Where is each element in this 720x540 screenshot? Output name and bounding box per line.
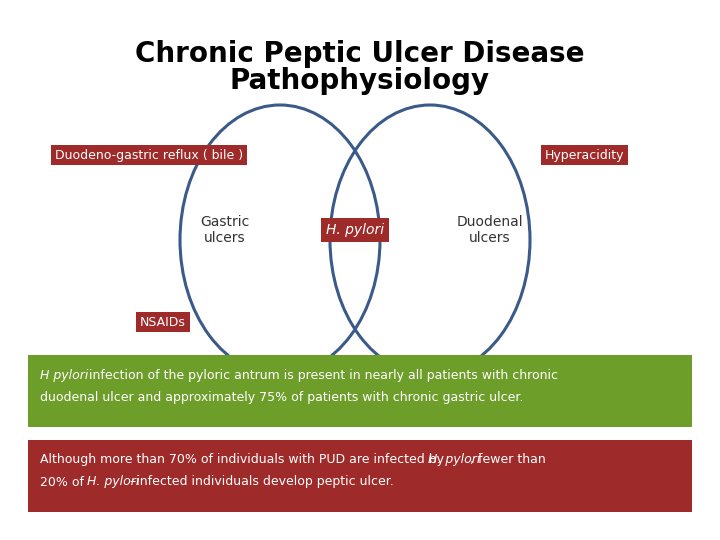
Text: Duodeno-gastric reflux ( bile ): Duodeno-gastric reflux ( bile ) (55, 148, 243, 161)
Text: NSAIDs: NSAIDs (140, 315, 186, 328)
Text: Pathophysiology: Pathophysiology (230, 67, 490, 95)
Text: Gastric
ulcers: Gastric ulcers (200, 215, 250, 245)
Text: H. pylori: H. pylori (428, 454, 480, 467)
Text: 20% of: 20% of (40, 476, 88, 489)
Text: Duodenal
ulcers: Duodenal ulcers (456, 215, 523, 245)
Text: duodenal ulcer and approximately 75% of patients with chronic gastric ulcer.: duodenal ulcer and approximately 75% of … (40, 390, 523, 403)
Text: Hyperacidity: Hyperacidity (545, 148, 624, 161)
Text: Chronic Peptic Ulcer Disease: Chronic Peptic Ulcer Disease (135, 40, 585, 68)
FancyBboxPatch shape (28, 355, 692, 427)
FancyBboxPatch shape (28, 440, 692, 512)
Text: Although more than 70% of individuals with PUD are infected by: Although more than 70% of individuals wi… (40, 454, 448, 467)
Text: , fewer than: , fewer than (470, 454, 546, 467)
Text: infection of the pyloric antrum is present in nearly all patients with chronic: infection of the pyloric antrum is prese… (85, 368, 558, 381)
Text: H pylori: H pylori (40, 368, 89, 381)
Text: –infected individuals develop peptic ulcer.: –infected individuals develop peptic ulc… (130, 476, 394, 489)
Text: H. pylori: H. pylori (326, 223, 384, 237)
Text: H. pylori: H. pylori (87, 476, 140, 489)
